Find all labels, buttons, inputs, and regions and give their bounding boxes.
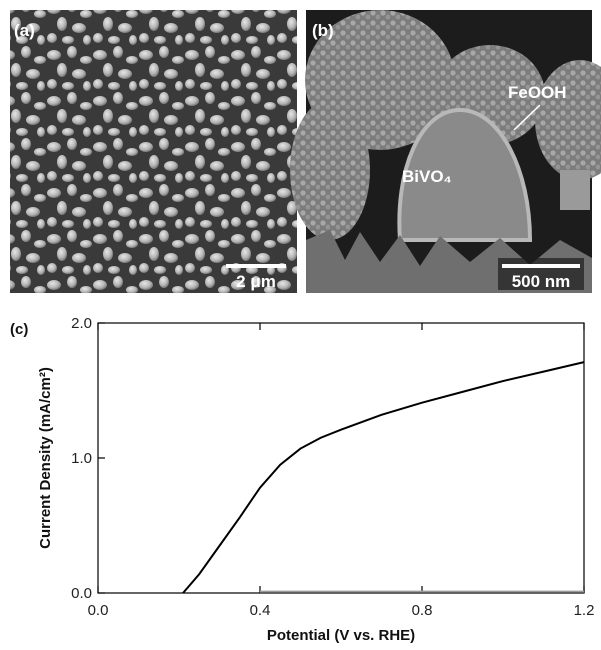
- x-tick-label: 0.4: [250, 602, 271, 619]
- y-tick-label: 1.0: [71, 450, 92, 467]
- panel-label: (b): [312, 21, 334, 40]
- annotation: BiVO₄: [402, 167, 452, 186]
- plot-frame: [98, 323, 584, 593]
- x-tick-label: 1.2: [574, 602, 595, 619]
- sem-image-a: [10, 10, 297, 293]
- figure-canvas: (a) 2 μm (b) FeOOH BiVO₄ 500 nm (c) Pote…: [0, 0, 601, 650]
- y-tick-label: 2.0: [71, 315, 92, 332]
- annotation: FeOOH: [508, 83, 567, 102]
- x-axis-label: Potential (V vs. RHE): [267, 627, 415, 644]
- y-tick-label: 0.0: [71, 585, 92, 602]
- panel-label: (a): [14, 21, 35, 40]
- figure: (a) 2 μm (b) FeOOH BiVO₄ 500 nm (c) Pote…: [0, 0, 601, 650]
- x-tick-label: 0.0: [88, 602, 109, 619]
- scale-bar-label: 500 nm: [512, 272, 571, 291]
- scale-bar-label: 2 μm: [236, 272, 276, 291]
- y-axis-label: Current Density (mA/cm²): [37, 367, 54, 549]
- sem-image-b: [290, 10, 601, 293]
- panel-label: (c): [10, 321, 28, 338]
- data-line: [183, 362, 584, 593]
- x-tick-label: 0.8: [412, 602, 433, 619]
